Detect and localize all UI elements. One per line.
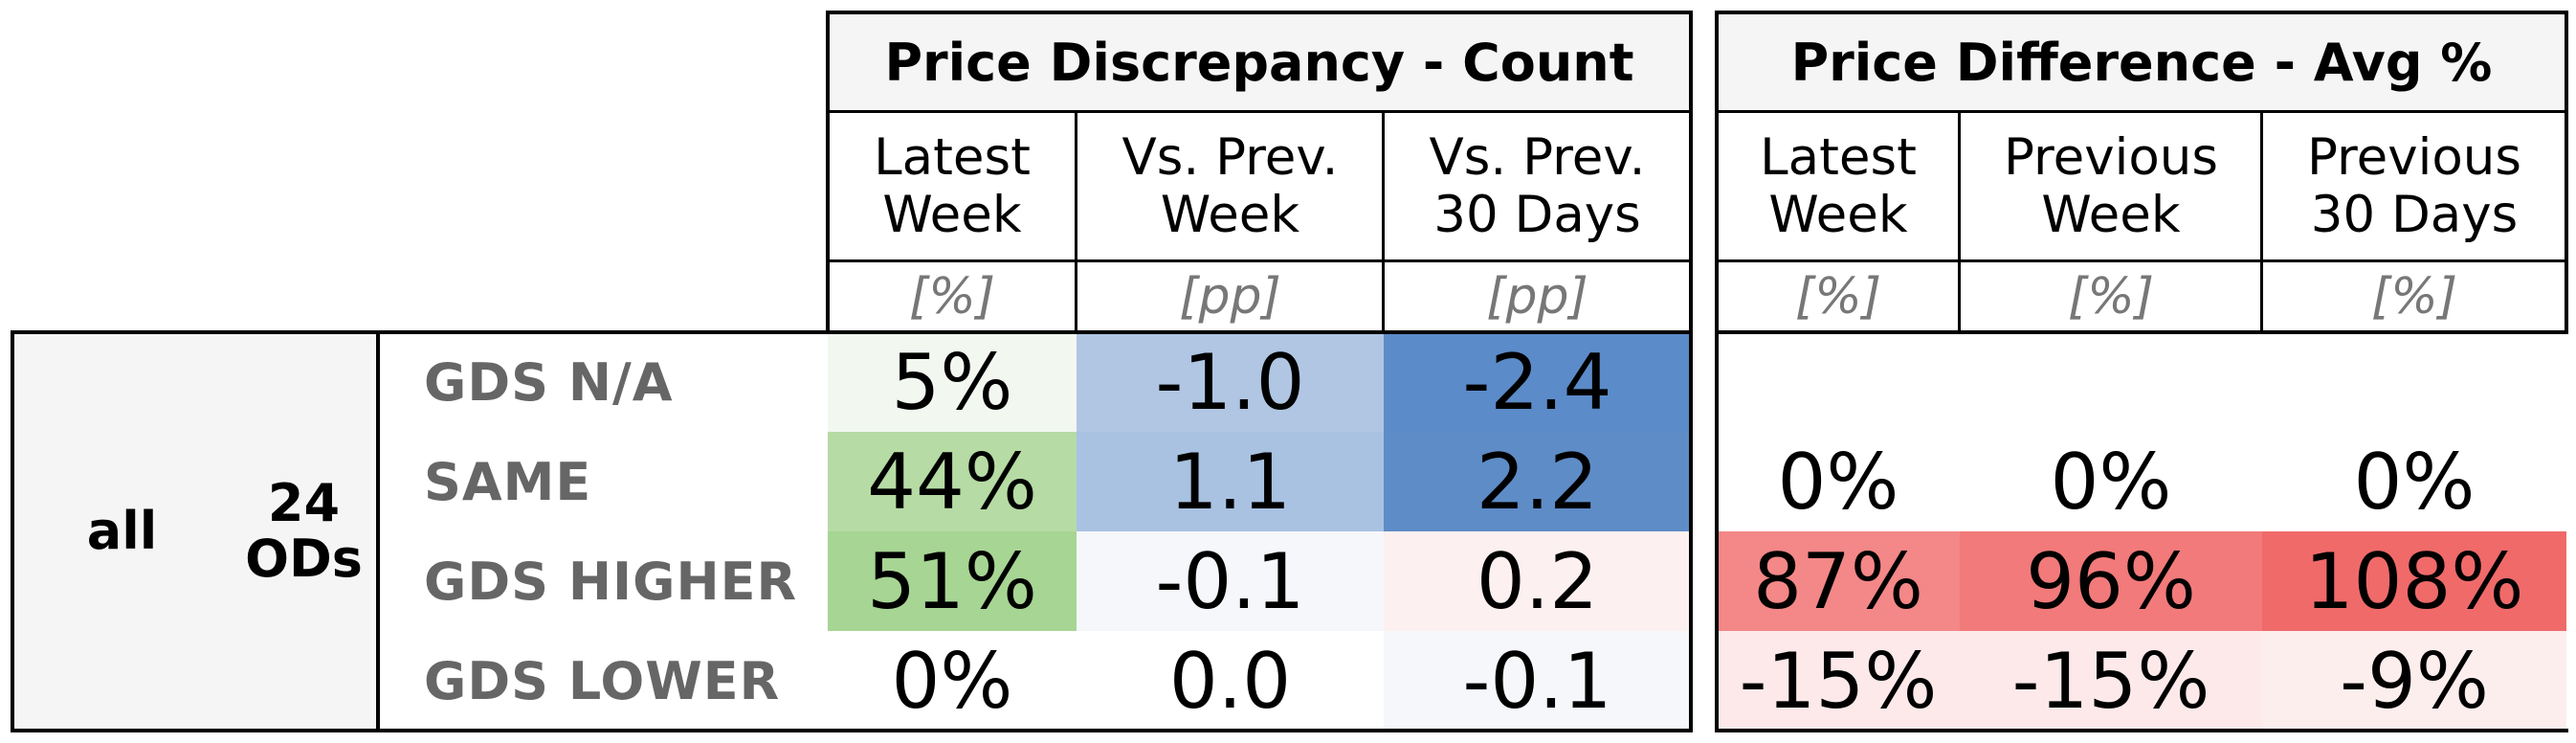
grid-line: [1715, 11, 1719, 732]
grid-line: [1715, 330, 2568, 334]
table-cell: -9%: [2262, 631, 2566, 731]
col-header: Vs. Prev. 30 Days: [1429, 128, 1646, 244]
table-cell: [1717, 332, 1960, 432]
grid-line: [1715, 729, 2568, 732]
col-header: Latest Week: [874, 128, 1031, 244]
grid-line: [11, 330, 1693, 334]
table-cell: -2.4: [1384, 332, 1691, 432]
table-cell: 0%: [2262, 432, 2566, 531]
grid-line: [826, 110, 1693, 113]
table-cell: 0%: [1717, 432, 1960, 531]
table-cell: 0%: [828, 631, 1077, 731]
table-cell: -15%: [1717, 631, 1960, 731]
grid-line: [376, 330, 380, 732]
group-panel: [12, 332, 378, 731]
col-unit: [%]: [2371, 268, 2457, 326]
table-cell: 87%: [1717, 531, 1960, 631]
grid-line: [1715, 110, 2568, 113]
col-header: Vs. Prev. Week: [1121, 128, 1339, 244]
col-header: Previous 30 Days: [2307, 128, 2521, 244]
table-cell: -15%: [1960, 631, 2262, 731]
grid-line: [11, 330, 14, 732]
table-cell: 96%: [1960, 531, 2262, 631]
table-cell: 2.2: [1384, 432, 1691, 531]
col-header: Latest Week: [1760, 128, 1917, 244]
table-cell: 1.1: [1077, 432, 1384, 531]
table-cell: 0.0: [1077, 631, 1384, 731]
grid-line: [1715, 11, 2568, 14]
row-label: SAME: [424, 451, 592, 512]
col-unit: [pp]: [1486, 268, 1588, 326]
table-cell: 51%: [828, 531, 1077, 631]
col-unit: [%]: [2068, 268, 2154, 326]
table-cell: [1960, 332, 2262, 432]
panel-title-count: Price Discrepancy - Count: [828, 12, 1691, 112]
group-label: all: [86, 501, 158, 561]
grid-line: [1075, 110, 1077, 332]
table-cell: -1.0: [1077, 332, 1384, 432]
col-unit: [%]: [1795, 268, 1881, 326]
table-cell: 0%: [1960, 432, 2262, 531]
table-cell: -0.1: [1384, 631, 1691, 731]
group-count: 24 ODs: [245, 473, 363, 589]
col-unit: [%]: [909, 268, 995, 326]
grid-line: [11, 729, 1693, 732]
grid-line: [826, 259, 1693, 262]
table-cell: -0.1: [1077, 531, 1384, 631]
grid-line: [1715, 259, 2568, 262]
table-cell: [2262, 332, 2566, 432]
grid-line: [2260, 110, 2263, 332]
table-cell: 108%: [2262, 531, 2566, 631]
grid-line: [1958, 110, 1961, 332]
row-label: GDS N/A: [424, 351, 674, 413]
grid-line: [1689, 11, 1693, 732]
table-cell: 44%: [828, 432, 1077, 531]
grid-line: [2565, 11, 2568, 334]
row-label: GDS HIGHER: [424, 551, 798, 612]
panel-title-avg: Price Difference - Avg %: [1717, 12, 2566, 112]
col-header: Previous Week: [2004, 128, 2218, 244]
row-label: GDS LOWER: [424, 650, 781, 711]
grid-line: [826, 11, 830, 334]
grid-line: [826, 11, 1693, 14]
table-cell: 0.2: [1384, 531, 1691, 631]
table-cell: 5%: [828, 332, 1077, 432]
col-unit: [pp]: [1179, 268, 1281, 326]
grid-line: [1382, 110, 1385, 332]
